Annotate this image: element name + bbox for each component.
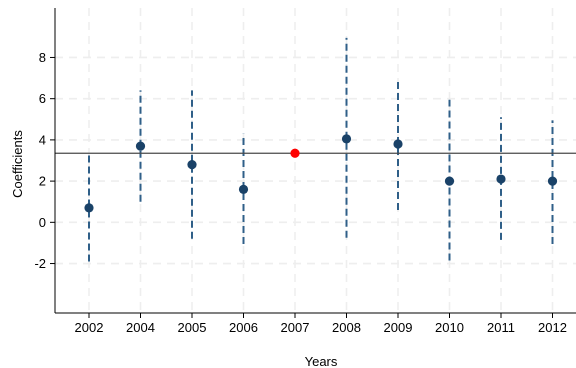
confidence-intervals [88,37,554,262]
x-tick-label-2012: 2012 [538,320,567,335]
x-axis-ticks: 2002 2004 2005 2006 2007 2008 2009 2010 2011 2012 [75,313,567,335]
y-axis-ticks: -2 0 2 4 6 8 [34,50,55,271]
point-2008 [341,134,352,144]
x-tick-label-2004: 2004 [126,320,155,335]
y-tick-label-2: 2 [39,174,46,189]
x-tick-label-2002: 2002 [75,320,104,335]
point-2004 [135,141,146,151]
y-tick-label--2: -2 [34,256,46,271]
point-2009 [393,139,403,149]
y-tick-label-4: 4 [39,132,46,147]
x-tick-label-2010: 2010 [435,320,464,335]
x-tick-label-2005: 2005 [178,320,207,335]
coefficient-points [84,134,558,213]
x-axis-label: Years [305,354,338,368]
grid [55,8,576,313]
point-2007 [290,148,300,158]
point-2005 [187,160,197,170]
axes [54,8,576,314]
x-tick-label-2009: 2009 [384,320,413,335]
y-tick-label-8: 8 [39,50,46,65]
x-tick-label-2011: 2011 [487,320,515,335]
y-tick-label-0: 0 [39,215,46,230]
point-2002 [84,203,94,213]
x-tick-label-2008: 2008 [332,320,361,335]
point-2011 [496,174,506,184]
point-2012 [547,176,558,186]
x-tick-label-2006: 2006 [229,320,258,335]
x-tick-label-2007: 2007 [281,320,310,335]
point-2006 [238,184,249,194]
y-tick-label-6: 6 [39,91,46,106]
point-2010 [444,176,455,186]
y-axis-label: Coefficients [10,130,25,198]
